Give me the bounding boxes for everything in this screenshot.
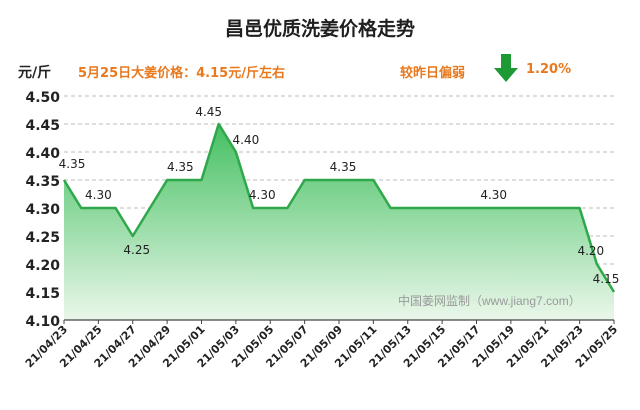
data-label: 4.40 <box>233 133 260 147</box>
price-line <box>62 122 616 293</box>
y-tick-label: 4.10 <box>25 314 60 330</box>
data-label: 4.30 <box>249 188 276 202</box>
y-tick-label: 4.50 <box>25 90 60 106</box>
y-tick-label: 4.20 <box>25 258 60 274</box>
y-tick-label: 4.25 <box>25 230 60 246</box>
watermark: 中国姜网监制（www.jiang7.com） <box>398 293 581 308</box>
data-label: 4.35 <box>59 157 86 171</box>
data-label: 4.35 <box>330 160 357 174</box>
price-area <box>64 124 614 320</box>
data-label: 4.20 <box>577 244 604 258</box>
data-label: 4.30 <box>480 188 507 202</box>
unit-label: 元/斤 <box>18 65 52 81</box>
price-info: 5月25日大姜价格：4.15元/斤左右 <box>78 66 285 81</box>
data-label: 4.15 <box>593 272 620 286</box>
y-tick-label: 4.35 <box>25 174 60 190</box>
chart-title: 昌邑优质洗姜价格走势 <box>224 18 415 40</box>
down-arrow-icon <box>494 54 518 82</box>
trend-label: 较昨日偏弱 <box>400 66 466 81</box>
y-tick-label: 4.15 <box>25 286 60 302</box>
trend-percent: 1.20% <box>526 62 572 77</box>
data-label: 4.45 <box>195 105 222 119</box>
y-tick-label: 4.45 <box>25 118 60 134</box>
data-label: 4.30 <box>85 188 112 202</box>
data-label: 4.35 <box>167 160 194 174</box>
data-label: 4.25 <box>123 243 150 257</box>
y-tick-label: 4.40 <box>25 146 60 162</box>
y-tick-label: 4.30 <box>25 202 60 218</box>
